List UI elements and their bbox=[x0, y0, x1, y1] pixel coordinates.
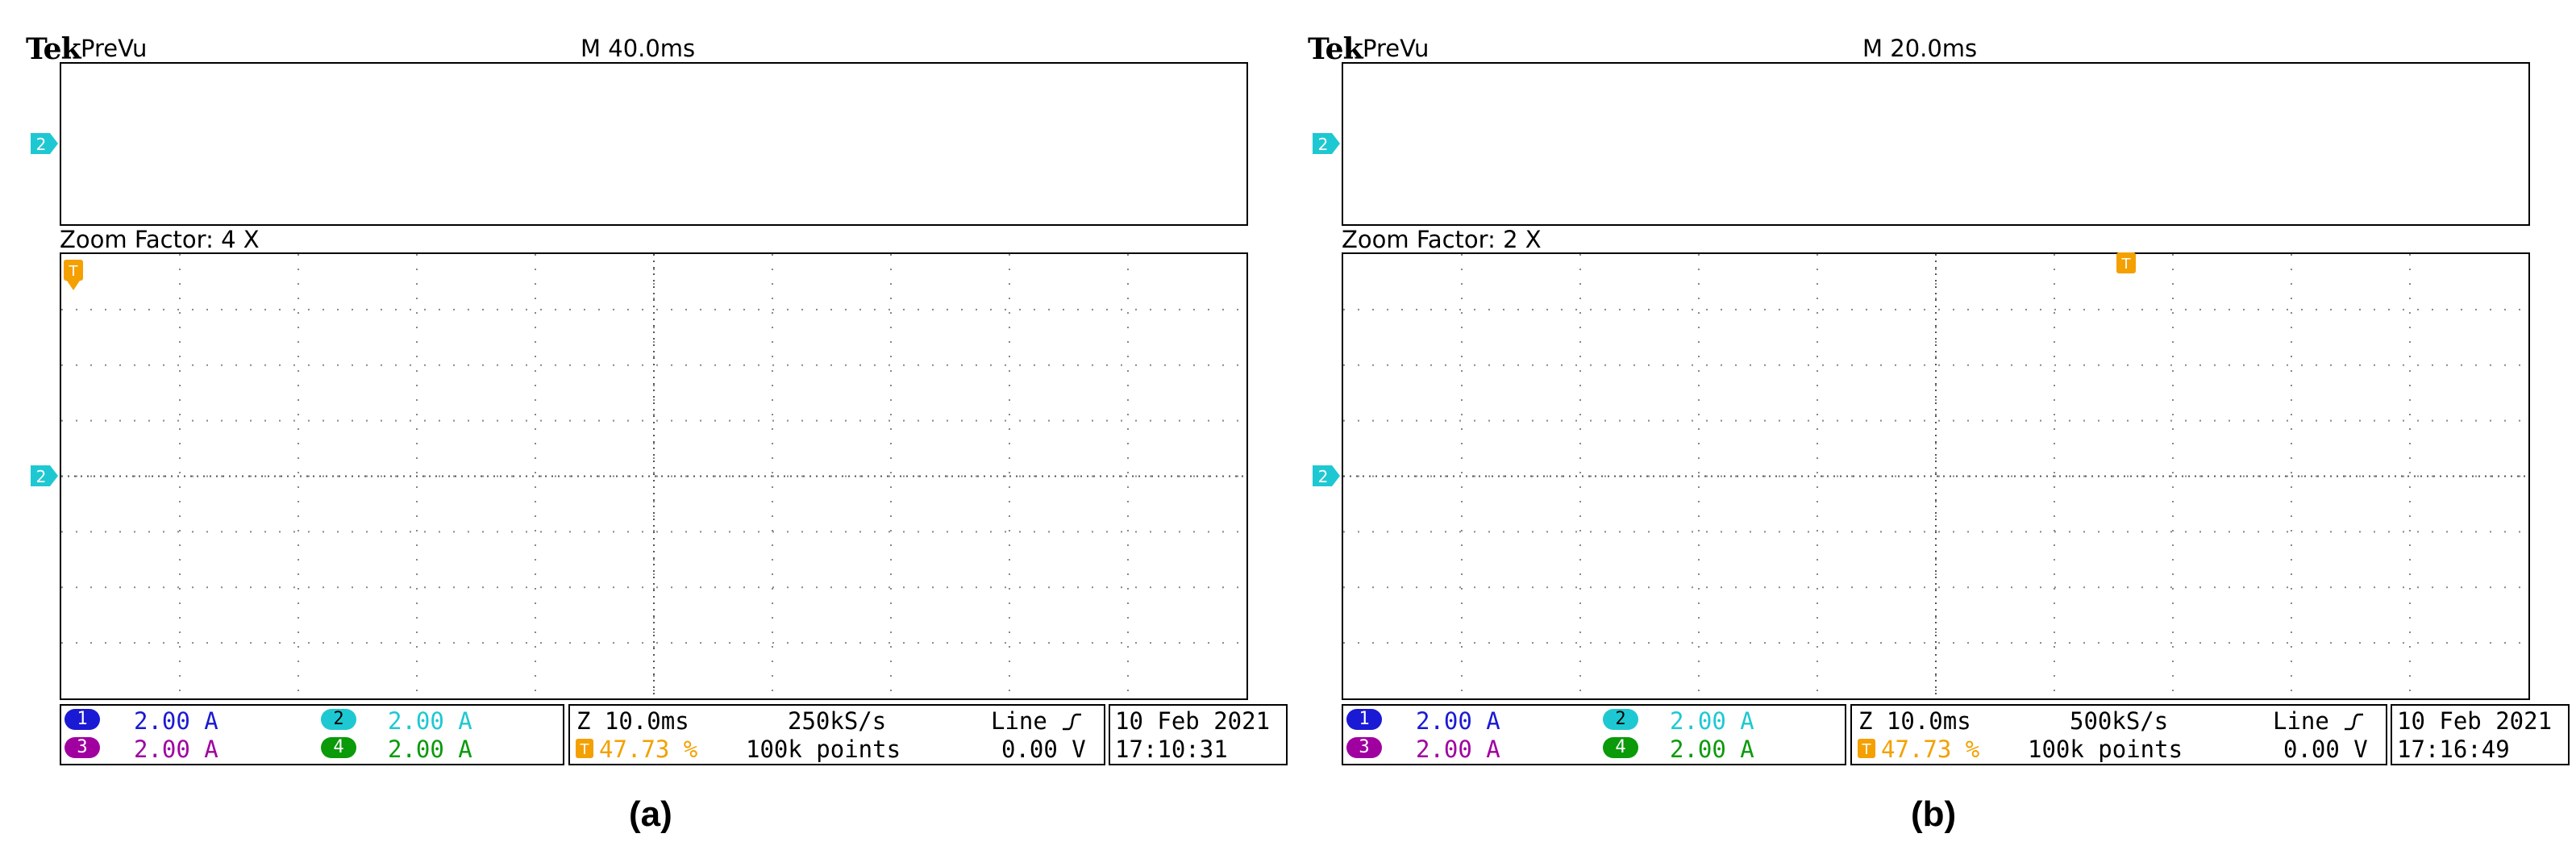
date-readout: 10 Feb 2021 17:10:31 bbox=[1109, 704, 1288, 765]
ch2-scale: 2.00 A bbox=[1670, 707, 1754, 735]
sample-rate: 250kS/s bbox=[788, 707, 887, 735]
ch3-badge[interactable]: 3 bbox=[65, 737, 100, 758]
ch4-scale: 2.00 A bbox=[388, 736, 472, 763]
ch1-badge[interactable]: 1 bbox=[65, 709, 100, 730]
zoom-time: Z 10.0ms bbox=[576, 707, 689, 735]
trigger-position-icon: T bbox=[1858, 739, 1875, 758]
channel-readout: 1 2.00 A 2 2.00 A 3 2.00 A 4 2.00 A bbox=[1342, 704, 1846, 765]
ch1-scale: 2.00 A bbox=[1416, 707, 1500, 735]
zoom-ch2-ref-marker[interactable]: 2 bbox=[1311, 464, 1343, 491]
scope-panel-a: Tek PreVu M 40.0ms T 2 Zoom Factor: 4 X … bbox=[26, 32, 1288, 834]
timing-readout: Z 10.0ms 250kS/s Line T 47.73 % 100k poi… bbox=[568, 704, 1105, 765]
date: 10 Feb 2021 bbox=[2397, 707, 2553, 735]
panel-caption: (b) bbox=[1911, 794, 1957, 834]
mode-label: PreVu bbox=[1363, 35, 1429, 62]
ch2-badge[interactable]: 2 bbox=[321, 709, 356, 730]
ref-marker-number: 2 bbox=[36, 135, 47, 154]
zoom-grid bbox=[61, 254, 1246, 698]
trigger-source: Line bbox=[991, 707, 1047, 735]
zoom-grid bbox=[1343, 254, 2528, 698]
trigger-position-icon: T bbox=[576, 739, 593, 758]
ch3-badge[interactable]: 3 bbox=[1346, 737, 1382, 758]
ch4-scale: 2.00 A bbox=[1670, 736, 1754, 763]
time: 17:10:31 bbox=[1115, 736, 1228, 763]
rising-edge-icon bbox=[1063, 713, 1081, 731]
sample-rate: 500kS/s bbox=[2070, 707, 2169, 735]
zoom-window bbox=[60, 252, 1248, 700]
brand-logo: Tek bbox=[1308, 32, 1363, 66]
trigger-letter: T bbox=[69, 263, 79, 280]
record-length: 100k points bbox=[2028, 736, 2183, 763]
trigger-letter: T bbox=[580, 741, 590, 758]
time: 17:16:49 bbox=[2397, 736, 2510, 763]
ch1-badge[interactable]: 1 bbox=[1346, 709, 1382, 730]
trigger-source: Line bbox=[2273, 707, 2329, 735]
ch3-scale: 2.00 A bbox=[1416, 736, 1500, 763]
trigger-level: 0.00 V bbox=[1001, 736, 1086, 763]
channel-readout: 1 2.00 A 2 2.00 A 3 2.00 A 4 2.00 A bbox=[60, 704, 564, 765]
timebase-label: M 40.0ms bbox=[581, 35, 696, 62]
ref-marker-number: 2 bbox=[1318, 135, 1329, 154]
scope-panel-b: Tek PreVu M 20.0ms T 2 Zoom Factor: 2 X … bbox=[1282, 0, 2572, 867]
zoom-trigger-marker[interactable]: T bbox=[61, 260, 85, 295]
trigger-letter: T bbox=[2121, 256, 2132, 273]
ref-marker-number: 2 bbox=[36, 467, 47, 486]
zoom-trigger-marker[interactable]: T bbox=[2114, 246, 2138, 288]
ch3-scale: 2.00 A bbox=[134, 736, 218, 763]
overview-window bbox=[1342, 62, 2530, 226]
rising-edge-icon bbox=[2345, 713, 2363, 731]
trigger-position: 47.73 % bbox=[1881, 736, 1980, 763]
zoom-window bbox=[1342, 252, 2530, 700]
timebase-label: M 20.0ms bbox=[1862, 35, 1978, 62]
zoom-waveform bbox=[1343, 254, 2528, 698]
ch2-badge[interactable]: 2 bbox=[1603, 709, 1638, 730]
ch1-scale: 2.00 A bbox=[134, 707, 218, 735]
ref-marker-number: 2 bbox=[1318, 467, 1329, 486]
record-length: 100k points bbox=[746, 736, 901, 763]
ch4-badge[interactable]: 4 bbox=[1603, 737, 1638, 758]
zoom-time: Z 10.0ms bbox=[1858, 707, 1971, 735]
zoom-waveform bbox=[61, 254, 1246, 698]
date: 10 Feb 2021 bbox=[1115, 707, 1271, 735]
overview-waveform bbox=[1343, 64, 2528, 224]
overview-waveform bbox=[61, 64, 1246, 224]
mode-label: PreVu bbox=[81, 35, 148, 62]
zoom-ch2-ref-marker[interactable]: 2 bbox=[29, 464, 61, 491]
overview-ch2-ref-marker[interactable]: 2 bbox=[1311, 131, 1343, 159]
ch2-scale: 2.00 A bbox=[388, 707, 472, 735]
trigger-level: 0.00 V bbox=[2283, 736, 2368, 763]
date-readout: 10 Feb 2021 17:16:49 bbox=[2391, 704, 2570, 765]
zoom-factor-label: Zoom Factor: 2 X bbox=[1342, 226, 1542, 253]
overview-ch2-ref-marker[interactable]: 2 bbox=[29, 131, 61, 159]
timing-readout: Z 10.0ms 500kS/s Line T 47.73 % 100k poi… bbox=[1850, 704, 2387, 765]
ch4-badge[interactable]: 4 bbox=[321, 737, 356, 758]
trigger-letter: T bbox=[1862, 741, 1872, 758]
trigger-position: 47.73 % bbox=[599, 736, 698, 763]
zoom-factor-label: Zoom Factor: 4 X bbox=[60, 226, 260, 253]
overview-window bbox=[60, 62, 1248, 226]
panel-caption: (a) bbox=[629, 794, 672, 834]
brand-logo: Tek bbox=[26, 32, 81, 66]
